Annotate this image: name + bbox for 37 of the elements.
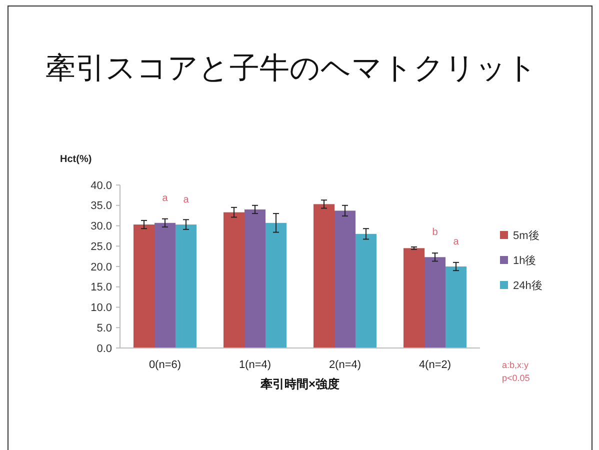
- bar: [424, 257, 446, 348]
- x-axis-title: 牽引時間×強度: [260, 377, 340, 391]
- y-tick-label: 5.0: [96, 322, 112, 334]
- annotation: a: [453, 236, 460, 248]
- legend-label: 24h後: [513, 280, 542, 292]
- x-tick-label: 2(n=4): [328, 359, 362, 371]
- bar: [314, 204, 334, 348]
- chart-title: 牽引スコアと子牛のヘマトクリット: [46, 52, 538, 85]
- x-tick-label: 1(n=4): [238, 359, 272, 371]
- y-tick-label: 30.0: [90, 220, 112, 233]
- bar: [176, 224, 196, 348]
- legend-label: 1h後: [513, 254, 536, 267]
- annotation: a: [183, 194, 190, 206]
- y-tick-label: 10.0: [90, 302, 112, 314]
- y-tick-label: 15.0: [90, 282, 112, 294]
- annotation: a: [162, 192, 168, 204]
- x-tick-label: 4(n=2): [418, 359, 452, 371]
- y-tick-label: 20.0: [90, 261, 112, 274]
- bar: [134, 224, 154, 348]
- x-tick-label: 0(n=6): [148, 359, 182, 371]
- bar: [224, 212, 244, 348]
- text: p<0.05: [502, 373, 530, 383]
- bar: [154, 222, 176, 348]
- bar: [244, 209, 266, 348]
- bar: [266, 222, 286, 348]
- y-tick-label: 25.0: [90, 240, 112, 253]
- bar: [334, 210, 356, 348]
- y-tick-label: 0.0: [96, 342, 112, 355]
- text: a:b,x:y: [502, 360, 530, 370]
- y-tick-label: 35.0: [90, 200, 112, 212]
- bar: [356, 234, 376, 348]
- legend-label: 5m後: [513, 230, 540, 242]
- bar: [404, 248, 424, 348]
- y-tick-label: 40.0: [90, 180, 112, 192]
- annotation: b: [432, 227, 438, 238]
- bar: [446, 266, 466, 348]
- y-axis-title: Hct(%): [60, 154, 92, 165]
